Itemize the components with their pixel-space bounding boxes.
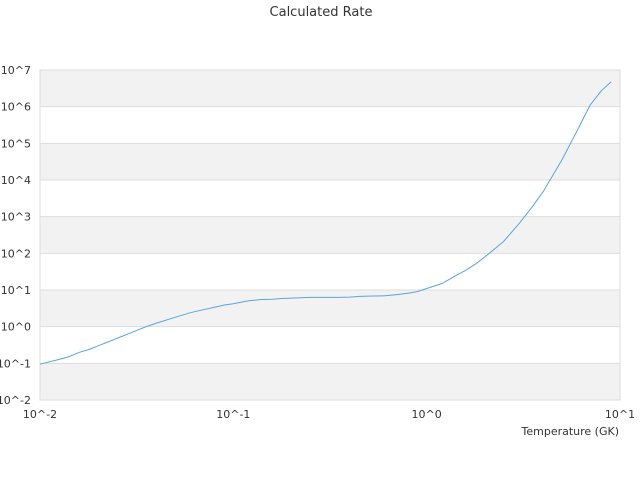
grid-band [40,143,620,180]
y-tick-label: 10^3 [1,211,31,224]
y-tick-label: 10^5 [1,137,31,150]
x-tick-label: 10^1 [605,408,635,421]
background-bands [40,70,620,400]
x-tick-label: 10^-2 [23,408,57,421]
grid-band [40,363,620,400]
y-tick-label: 10^7 [1,64,31,77]
x-tick-label: 10^-1 [216,408,250,421]
series-layer [39,81,612,365]
plot-frame [39,69,621,401]
plot-border [39,69,621,401]
x-axis-ticks: 10^-2 10^-1 10^0 10^1 [23,408,635,421]
y-tick-label: 10^6 [1,101,31,114]
y-tick-label: 10^-2 [0,394,31,407]
y-tick-label: 10^4 [1,174,31,187]
chart-title: Calculated Rate [270,5,373,20]
x-tick-label: 10^0 [412,408,442,421]
y-axis-ticks: 10^-2 10^-1 10^0 10^1 10^2 10^3 10^4 10^5 10^6 10… [0,64,31,407]
y-tick-label: 10^0 [1,321,31,334]
grid-band [40,70,620,107]
y-tick-label: 10^1 [1,284,31,297]
y-tick-label: 10^2 [1,247,31,260]
grid-band [40,216,620,254]
y-tick-label: 10^-1 [0,357,31,370]
grid-band [40,290,620,327]
series-line [39,81,612,365]
x-axis-label: Temperature (GK) [521,425,620,438]
